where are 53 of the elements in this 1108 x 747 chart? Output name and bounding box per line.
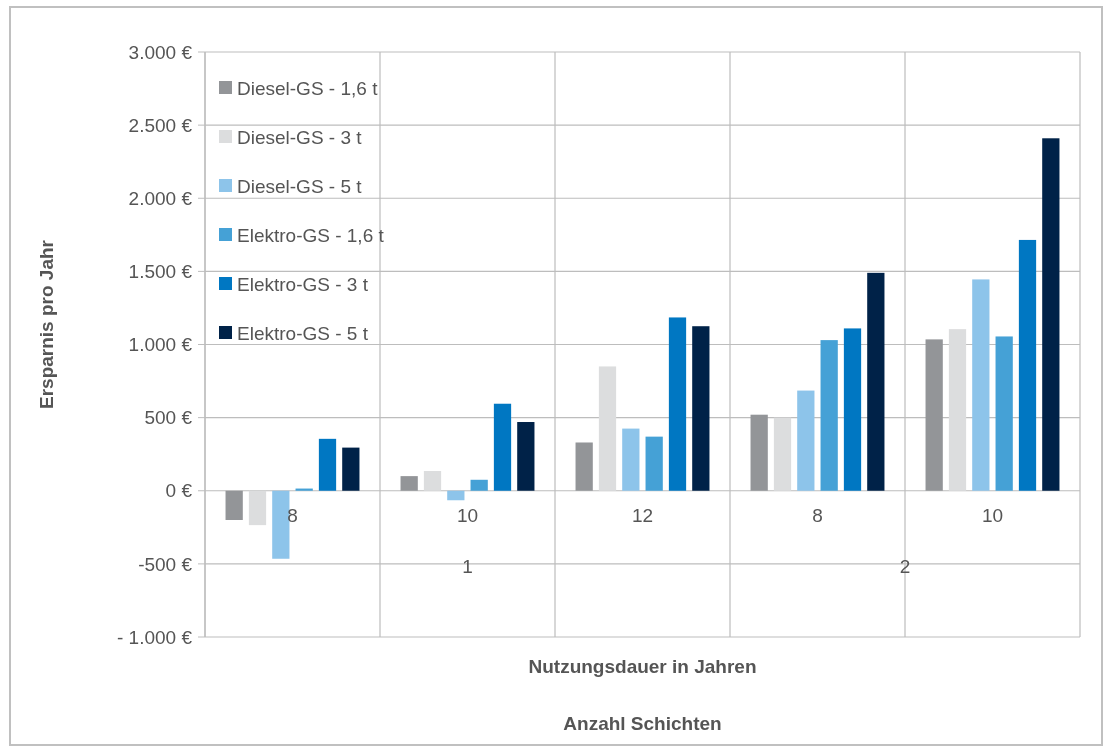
bar [867, 272, 885, 491]
bar [995, 336, 1013, 491]
bar [948, 329, 967, 491]
bar [342, 447, 360, 491]
bar [797, 390, 815, 491]
y-tick-label: -500 € [138, 553, 193, 575]
bar [773, 417, 792, 491]
bar [447, 490, 465, 501]
bar [225, 490, 243, 520]
bar [843, 328, 862, 491]
legend-label: Diesel-GS - 5 t [237, 175, 363, 197]
legend-label: Diesel-GS - 3 t [237, 126, 363, 148]
bar [972, 279, 990, 491]
x-tick-label: 10 [981, 504, 1004, 526]
bar [1042, 138, 1060, 491]
bar [668, 317, 687, 491]
bar [575, 442, 593, 491]
bar [272, 490, 290, 559]
bar [820, 340, 838, 491]
legend-label: Elektro-GS - 1,6 t [237, 224, 385, 246]
text: Anzahl Schichten [563, 713, 722, 734]
bar [692, 326, 710, 491]
x-tick-label: 12 [631, 504, 654, 526]
y-tick-label: 0 € [165, 480, 193, 502]
y-tick-label: 3.000 € [128, 41, 193, 63]
x-tick-label: 8 [812, 504, 823, 526]
bar [517, 422, 535, 491]
bar [750, 414, 768, 491]
y-tick-label: - 1.000 € [117, 626, 193, 648]
annotation: 1 [462, 555, 473, 577]
y-axis-title: Ersparnis pro Jahr [36, 239, 57, 409]
bar [598, 366, 617, 491]
bar [470, 479, 488, 491]
y-tick-label: 500 € [144, 407, 193, 429]
annotation: 2 [899, 555, 911, 577]
bar [1018, 239, 1037, 491]
x-tick-label: 10 [456, 504, 479, 526]
bar [493, 403, 512, 491]
bar [400, 476, 418, 491]
bar [925, 339, 943, 491]
y-tick-label: 2.500 € [128, 114, 193, 136]
bar [318, 438, 337, 491]
bar [622, 428, 640, 491]
y-tick-label: 1.000 € [128, 334, 193, 356]
bar [645, 436, 663, 491]
y-tick-label: 2.000 € [128, 187, 193, 209]
bar [423, 471, 442, 491]
bar [248, 490, 267, 526]
legend-label: Elektro-GS - 3 t [237, 273, 369, 295]
y-tick-label: 1.500 € [128, 261, 193, 283]
legend-label: Diesel-GS - 1,6 t [237, 77, 379, 99]
legend-label: Elektro-GS - 5 t [237, 322, 369, 344]
x-axis-title: Nutzungsdauer in Jahren [528, 656, 757, 677]
